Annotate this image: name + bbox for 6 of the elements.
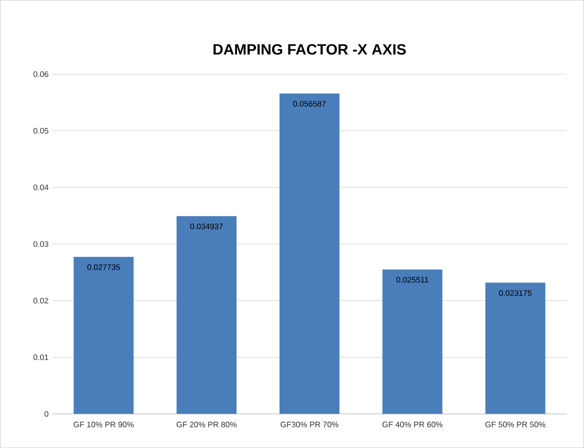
bar [280, 93, 340, 414]
bar [74, 256, 134, 414]
bar [176, 216, 237, 414]
bar [382, 269, 442, 414]
bar [485, 282, 546, 414]
chart-title: DAMPING FACTOR -X AXIS [214, 44, 406, 55]
